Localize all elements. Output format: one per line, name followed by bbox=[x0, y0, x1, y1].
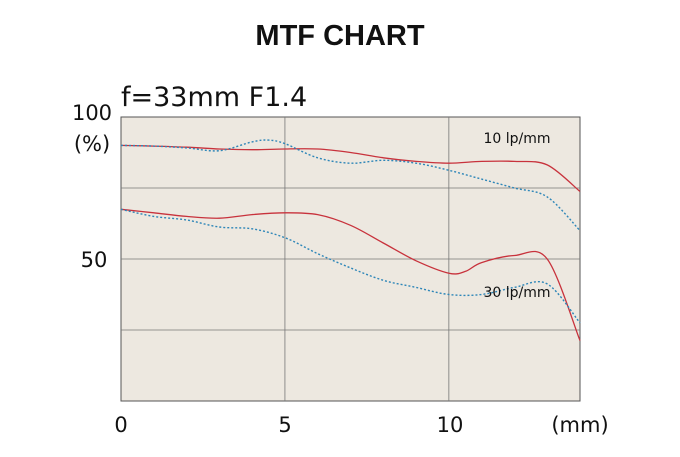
series-lines bbox=[120, 139, 581, 341]
annotation-10-lpmm: 10 lp/mm bbox=[483, 131, 550, 147]
y-tick-label-50: 50 bbox=[81, 248, 108, 272]
series-10lpmm-dotted bbox=[120, 139, 581, 232]
axis-labels: 100 (%) 50 0 5 10 (mm) bbox=[72, 101, 609, 437]
series-30lpmm-dotted bbox=[120, 208, 581, 324]
y-tick-label-100: 100 bbox=[72, 101, 112, 125]
y-axis-label: (%) bbox=[74, 132, 110, 156]
x-axis-label: (mm) bbox=[551, 413, 608, 437]
chart-subtitle: f=33mm F1.4 bbox=[121, 82, 308, 113]
series-30lpmm-solid bbox=[120, 208, 581, 341]
x-tick-label-0: 0 bbox=[114, 413, 127, 437]
annotation-30-lpmm: 30 lp/mm bbox=[483, 285, 550, 301]
grid-lines bbox=[121, 117, 580, 401]
x-tick-label-10: 10 bbox=[437, 413, 464, 437]
chart-title: MTF CHART bbox=[255, 20, 425, 52]
x-tick-label-5: 5 bbox=[278, 413, 291, 437]
series-10lpmm-solid bbox=[120, 144, 581, 193]
